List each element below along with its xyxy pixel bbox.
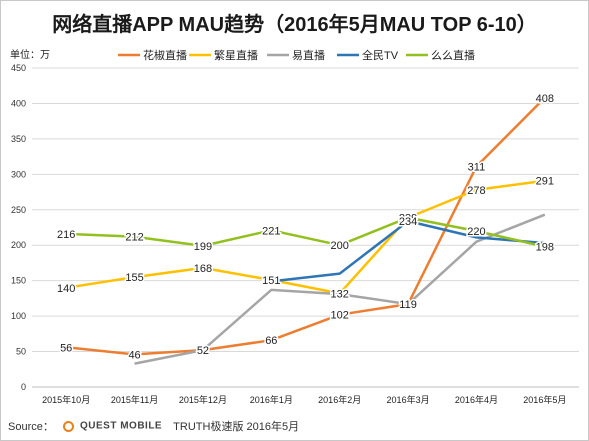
y-axis-ticks: 0 50 100 150 200 250 300 350 400 450 bbox=[11, 63, 26, 392]
data-label: 311 bbox=[468, 162, 486, 174]
data-label: 220 bbox=[467, 226, 485, 238]
data-label: 102 bbox=[331, 310, 349, 322]
source-label: Source： bbox=[8, 421, 54, 433]
y-tick-label: 450 bbox=[11, 63, 26, 73]
legend: 花椒直播 繁星直播 易直播 全民TV 么么直播 bbox=[118, 48, 475, 62]
series-line-2 bbox=[66, 179, 545, 295]
questmobile-logo-icon bbox=[62, 420, 74, 432]
data-label: 66 bbox=[265, 335, 277, 347]
data-label: 198 bbox=[536, 242, 554, 254]
data-label: 216 bbox=[57, 229, 75, 241]
legend-label: 繁星直播 bbox=[214, 48, 258, 62]
legend-label: 花椒直播 bbox=[143, 48, 187, 62]
data-label: 168 bbox=[194, 263, 212, 275]
y-tick-label: 300 bbox=[11, 169, 26, 179]
data-label: 140 bbox=[57, 283, 75, 295]
y-tick-label: 100 bbox=[11, 311, 26, 321]
data-label: 278 bbox=[467, 185, 485, 197]
y-tick-label: 250 bbox=[11, 205, 26, 215]
data-label: 46 bbox=[128, 349, 140, 361]
x-tick-label: 2016年3月 bbox=[387, 394, 430, 405]
series-line-4 bbox=[271, 219, 545, 283]
legend-label: 么么直播 bbox=[431, 48, 475, 62]
data-label: 291 bbox=[536, 176, 554, 188]
data-label: 119 bbox=[399, 299, 417, 311]
series-line-5 bbox=[66, 216, 546, 248]
x-tick-label: 2016年5月 bbox=[523, 394, 566, 405]
data-label: 212 bbox=[125, 232, 143, 244]
source-brand: QUEST MOBILE bbox=[79, 420, 163, 432]
y-tick-label: 150 bbox=[11, 276, 26, 286]
series-line-3 bbox=[134, 213, 546, 365]
y-tick-label: 200 bbox=[11, 240, 26, 250]
data-label: 239 bbox=[399, 213, 417, 225]
data-label: 234 bbox=[399, 216, 417, 228]
chart-title: 网络直播APP MAU趋势（2016年5月MAU TOP 6-10） bbox=[52, 14, 537, 36]
data-label: 200 bbox=[331, 240, 349, 252]
y-tick-label: 0 bbox=[21, 382, 26, 392]
data-label: 199 bbox=[194, 241, 212, 253]
series-line-1 bbox=[66, 96, 546, 356]
x-tick-label: 2016年1月 bbox=[250, 394, 293, 405]
data-label: 52 bbox=[197, 345, 209, 357]
source-footer: Source： QUEST MOBILE TRUTH极速版 2016年5月 bbox=[8, 418, 299, 434]
y-tick-label: 400 bbox=[11, 98, 26, 108]
grid-lines bbox=[32, 67, 579, 388]
source-product: TRUTH极速版 2016年5月 bbox=[173, 421, 300, 433]
y-tick-label: 50 bbox=[16, 347, 26, 357]
data-label: 132 bbox=[331, 288, 349, 300]
legend-label: 易直播 bbox=[292, 48, 325, 62]
y-tick-label: 350 bbox=[11, 134, 26, 144]
data-label: 56 bbox=[60, 342, 72, 354]
data-label: 408 bbox=[536, 93, 554, 105]
data-label: 221 bbox=[262, 225, 280, 237]
x-tick-label: 2016年4月 bbox=[455, 394, 498, 405]
x-tick-label: 2015年12月 bbox=[179, 394, 227, 405]
series-lines bbox=[66, 96, 546, 365]
unit-label: 单位：万 bbox=[10, 50, 50, 61]
x-tick-label: 2015年10月 bbox=[42, 394, 90, 405]
x-axis-ticks: 2015年10月 2015年11月 2015年12月 2016年1月 2016年2月 20… bbox=[42, 394, 566, 405]
data-label: 151 bbox=[262, 275, 280, 287]
x-tick-label: 2016年2月 bbox=[318, 394, 361, 405]
data-label: 155 bbox=[125, 272, 143, 284]
x-tick-label: 2015年11月 bbox=[111, 394, 158, 405]
data-labels: 56 46 52 66 102 119 311 408 140 155 168 151 132 239 27… bbox=[56, 91, 556, 363]
legend-label: 全民TV bbox=[362, 48, 399, 62]
